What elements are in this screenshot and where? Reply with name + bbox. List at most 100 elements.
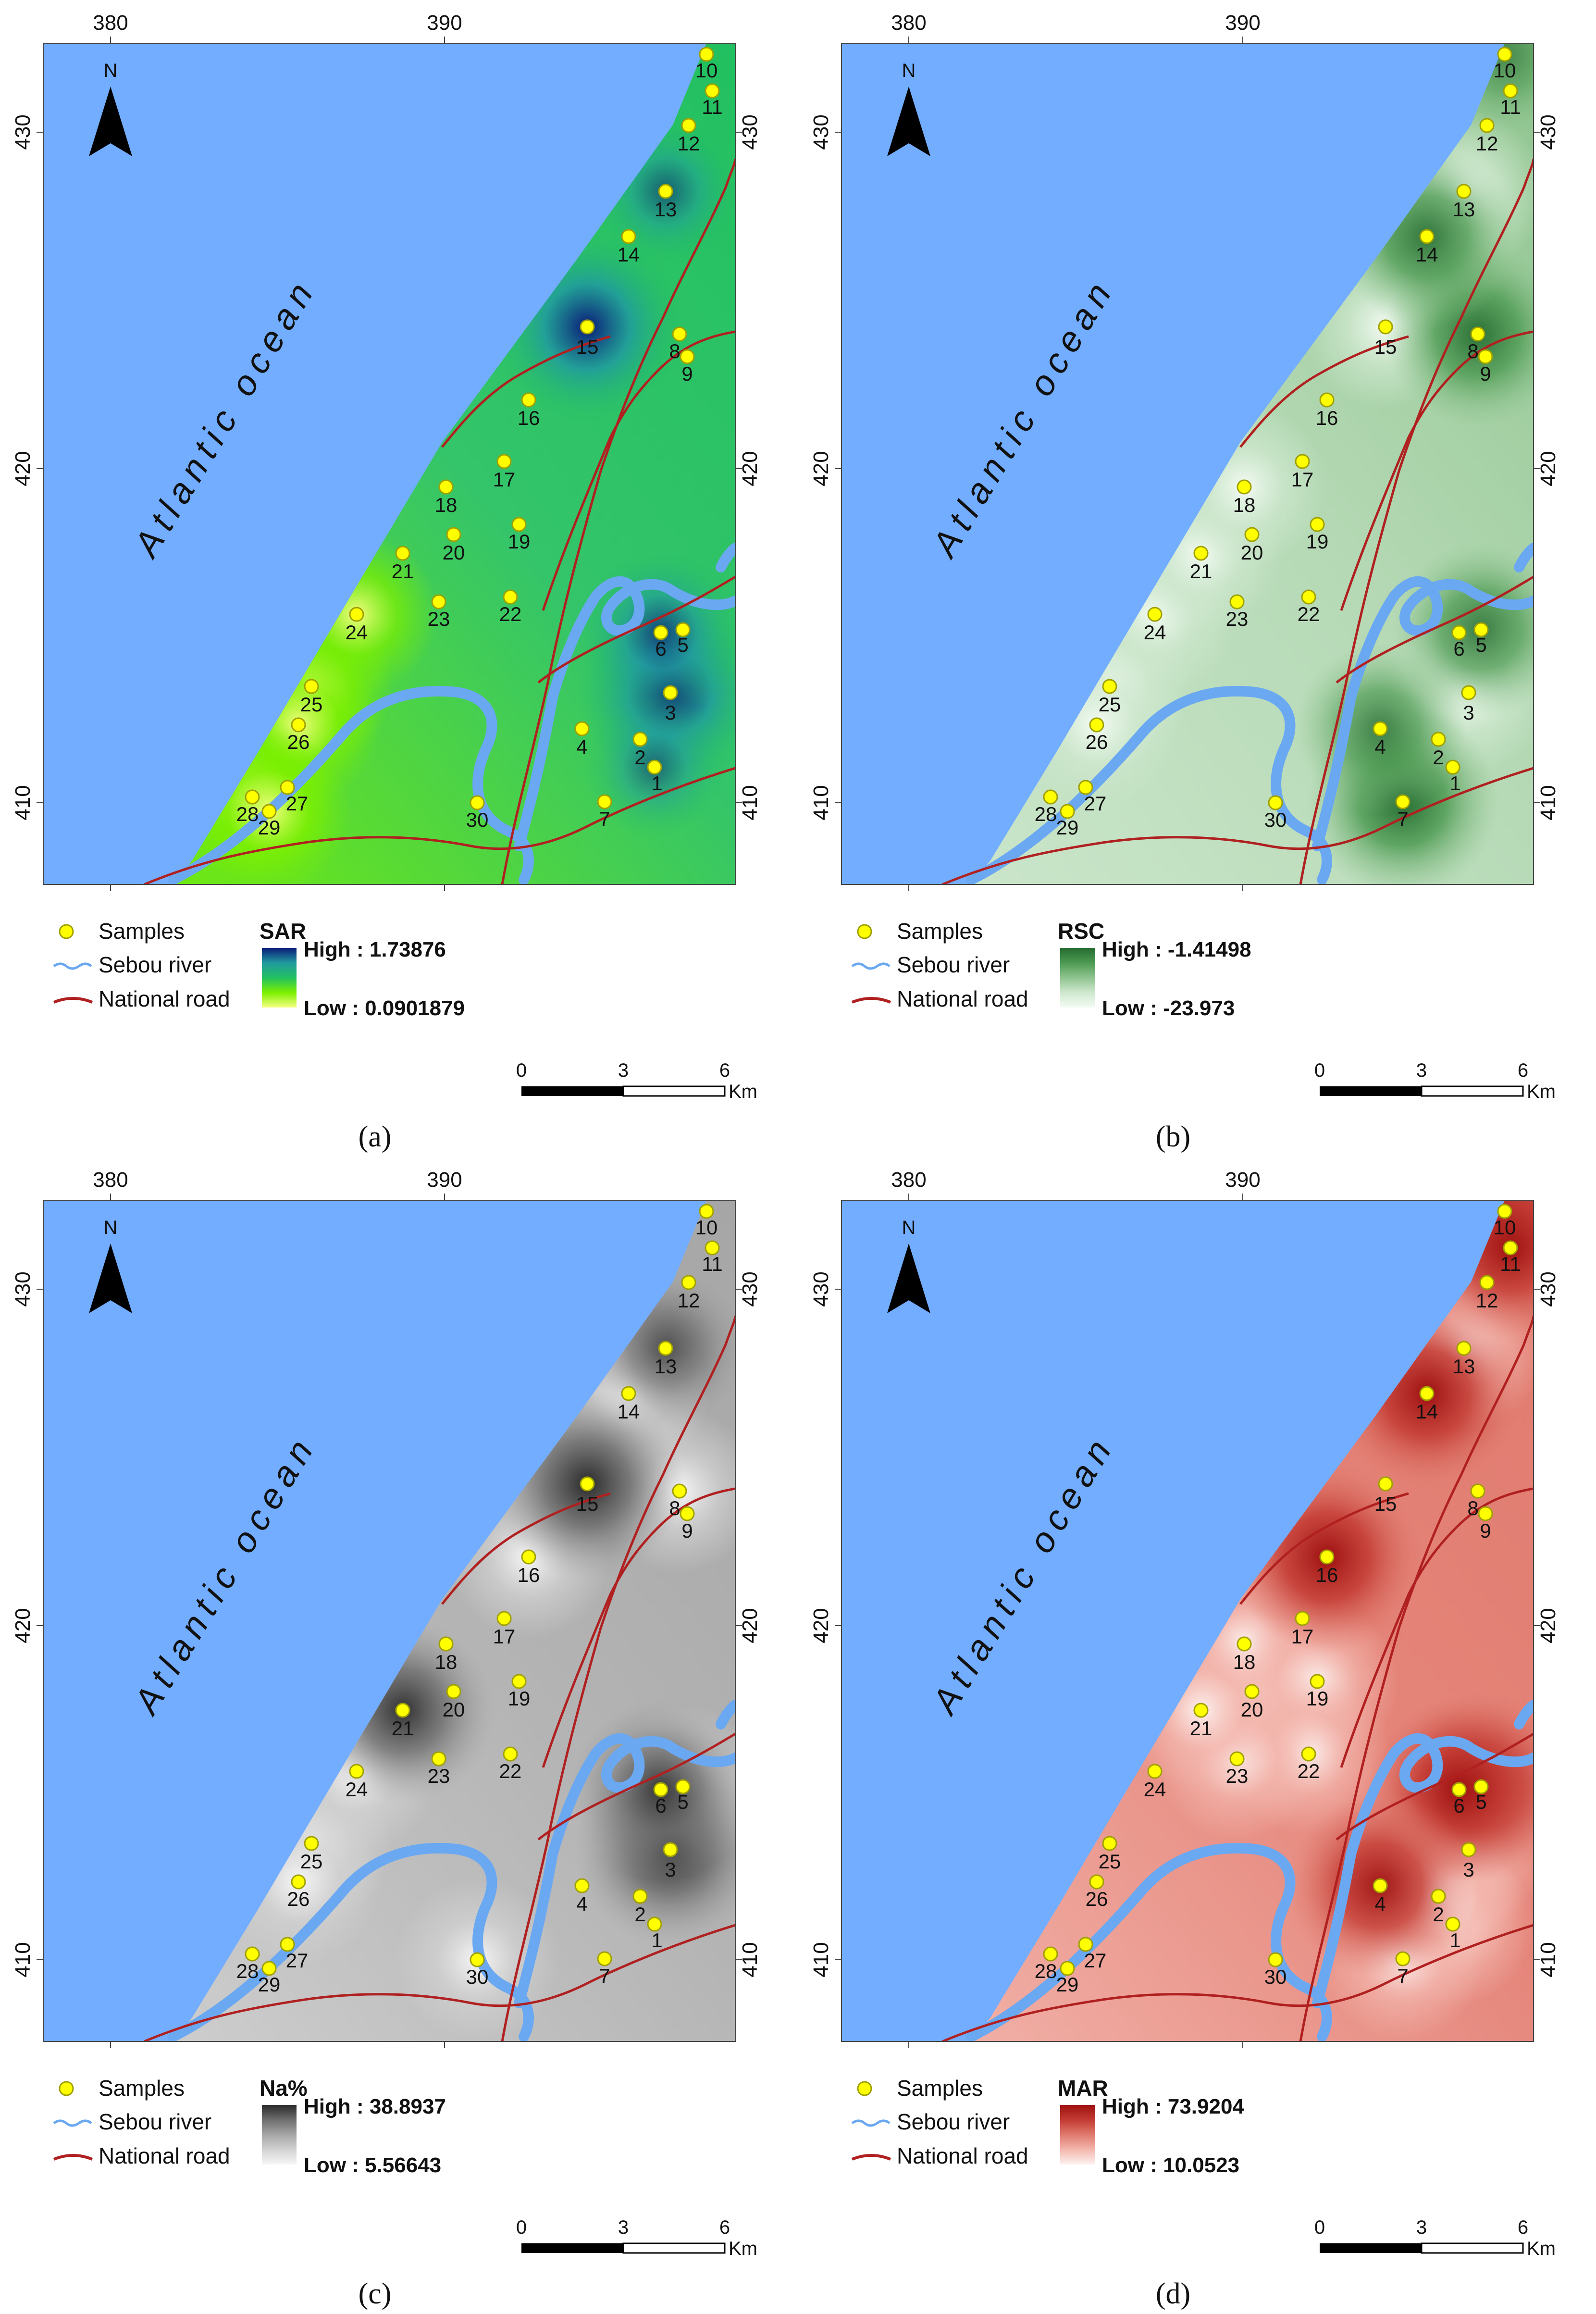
svg-text:28: 28: [236, 803, 259, 825]
svg-text:19: 19: [508, 530, 531, 553]
legend-samples-label: Samples: [897, 919, 983, 944]
sample-point-14: 14: [1416, 229, 1438, 266]
svg-text:3: 3: [665, 701, 676, 724]
legend-low-label: Low : 5.56643: [304, 2153, 441, 2177]
y-tick-label-left: 430: [809, 1271, 833, 1306]
sample-point-16: 16: [518, 392, 540, 429]
legend-samples-label: Samples: [897, 2076, 983, 2101]
svg-text:29: 29: [1056, 816, 1079, 839]
map-frame: [43, 1200, 736, 2042]
legend-road-label: National road: [99, 2143, 230, 2168]
x-tick-label: 380: [891, 11, 926, 35]
svg-text:14: 14: [1416, 1400, 1438, 1423]
national-road-1: [144, 767, 735, 884]
x-tick-label: 390: [1225, 11, 1260, 35]
sample-point-24: 24: [346, 1764, 368, 1801]
svg-text:8: 8: [669, 1497, 680, 1519]
sample-point-17: 17: [493, 1611, 515, 1648]
svg-text:17: 17: [1291, 468, 1314, 491]
sample-point-4: 4: [1373, 721, 1388, 758]
svg-text:1: 1: [651, 772, 662, 795]
sample-point-15: 15: [576, 1476, 598, 1515]
sample-point-26: 26: [287, 1874, 309, 1910]
legend-river-label: Sebou river: [897, 952, 1010, 977]
svg-text:20: 20: [1241, 1698, 1263, 1721]
svg-text:21: 21: [392, 1717, 414, 1740]
svg-text:4: 4: [576, 1892, 587, 1915]
svg-text:17: 17: [1291, 1625, 1314, 1648]
y-tick-label-right: 420: [1536, 451, 1560, 486]
sample-point-6: 6: [1451, 1782, 1467, 1817]
svg-text:14: 14: [1416, 243, 1438, 266]
national-road-3: [1336, 1732, 1534, 1841]
svg-text:16: 16: [518, 1564, 540, 1586]
map-panel-b: 380 390 430 430 420 420 410 410 N Atlantic ocean 1…: [798, 0, 1596, 1157]
national-road-3: [537, 1732, 735, 1841]
sample-point-18: 18: [1233, 479, 1255, 516]
scale-bar: 0 3 6Km: [516, 1060, 757, 1102]
sample-point-21: 21: [392, 1703, 414, 1740]
legend-variable-title: Na%: [260, 2076, 308, 2101]
sample-point-22: 22: [1298, 589, 1320, 625]
sample-point-27: 27: [1078, 780, 1106, 815]
legend-variable-title: MAR: [1058, 2076, 1108, 2101]
svg-text:3: 3: [665, 1858, 676, 1881]
y-tick-label-right: 410: [738, 1942, 762, 1977]
scale-bar: 0 3 6Km: [516, 2217, 757, 2259]
svg-text:17: 17: [493, 468, 516, 491]
sample-point-4: 4: [1373, 1878, 1388, 1915]
national-road-4: [542, 1487, 735, 1768]
svg-text:19: 19: [508, 1687, 531, 1710]
svg-text:22: 22: [499, 603, 522, 625]
sample-point-18: 18: [435, 1636, 457, 1673]
svg-text:N: N: [902, 60, 916, 81]
svg-text:30: 30: [466, 809, 489, 831]
svg-text:12: 12: [1476, 1289, 1498, 1312]
svg-text:26: 26: [287, 731, 310, 753]
sample-point-29: 29: [1056, 1961, 1078, 1996]
svg-text:9: 9: [681, 362, 693, 385]
sample-point-30: 30: [1264, 1952, 1287, 1988]
sample-point-3: 3: [663, 685, 678, 724]
map-frame: [43, 43, 736, 885]
svg-text:7: 7: [1397, 808, 1408, 830]
y-tick-label-right: 410: [1536, 785, 1560, 820]
legend-low-label: Low : 10.0523: [1102, 2153, 1239, 2177]
y-tick-label-right: 430: [738, 114, 762, 149]
svg-text:26: 26: [1086, 1888, 1108, 1910]
sample-point-29: 29: [1056, 804, 1079, 839]
sample-point-15: 15: [1374, 1476, 1397, 1515]
svg-text:11: 11: [1500, 1253, 1521, 1275]
svg-text:4: 4: [1374, 735, 1386, 758]
sample-point-29: 29: [258, 804, 281, 839]
sebou-river: [168, 543, 735, 884]
svg-text:6: 6: [655, 637, 666, 660]
svg-text:N: N: [104, 60, 118, 81]
sample-point-21: 21: [392, 546, 414, 583]
sample-point-26: 26: [1086, 1874, 1108, 1910]
y-tick-label-left: 410: [809, 785, 833, 820]
svg-text:8: 8: [669, 340, 680, 362]
svg-text:1: 1: [1449, 1929, 1460, 1952]
national-road-4: [1340, 330, 1534, 611]
scale-bar: 0 3 6Km: [1314, 1060, 1556, 1102]
sample-point-25: 25: [1099, 1836, 1121, 1873]
svg-text:1: 1: [1449, 772, 1460, 795]
y-tick-label-left: 420: [809, 1608, 833, 1643]
legend-samples-label: Samples: [99, 919, 185, 944]
y-tick-label-left: 410: [809, 1942, 833, 1977]
svg-text:28: 28: [1035, 803, 1057, 825]
svg-text:3: 3: [1416, 1060, 1427, 1081]
sample-point-9: 9: [1478, 1506, 1493, 1542]
svg-text:29: 29: [258, 816, 281, 839]
legend-color-ramp: [1060, 2105, 1095, 2165]
svg-text:11: 11: [1500, 96, 1521, 118]
sample-point-27: 27: [1078, 1937, 1106, 1972]
y-tick-label-left: 430: [11, 114, 35, 149]
svg-text:3: 3: [1463, 701, 1474, 724]
sample-point-16: 16: [518, 1549, 540, 1586]
svg-text:N: N: [104, 1217, 118, 1238]
